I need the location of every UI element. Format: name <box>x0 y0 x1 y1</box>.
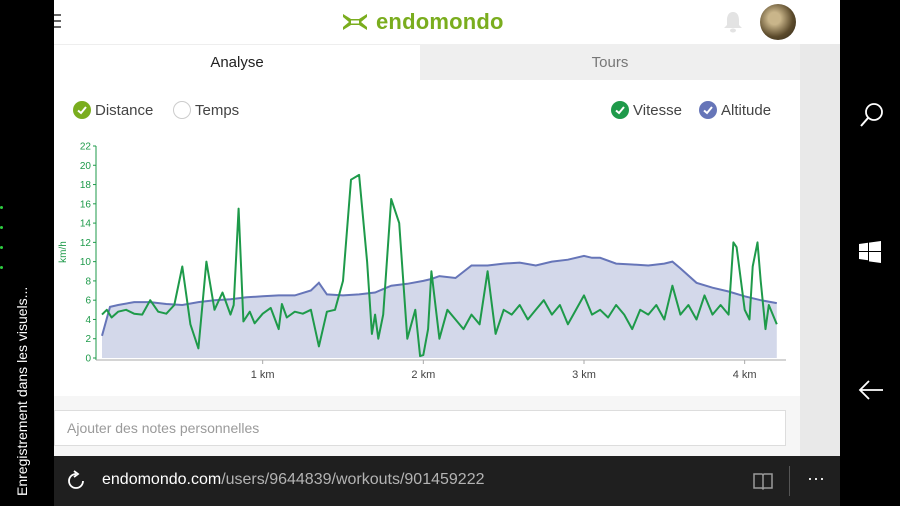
y-tick-label: 20 <box>80 161 92 172</box>
avatar[interactable] <box>760 4 796 40</box>
system-nav-strip <box>840 0 900 506</box>
x-tick-label: 3 km <box>572 369 596 381</box>
y-tick-label: 10 <box>80 257 92 268</box>
recording-status-text: Enregistrement dans les visuels... <box>14 286 30 496</box>
menu-icon[interactable] <box>54 14 64 30</box>
y-tick-label: 14 <box>80 219 92 230</box>
altitude-toggle[interactable]: Altitude <box>699 99 771 121</box>
altitude-line <box>101 254 777 337</box>
right-gutter <box>800 44 840 456</box>
unchecked-icon <box>173 101 191 119</box>
y-tick-label: 12 <box>80 238 92 249</box>
url-domain: endomondo.com <box>102 471 222 488</box>
under-armour-logo-icon <box>343 14 367 30</box>
status-dot <box>0 226 3 229</box>
temps-label: Temps <box>195 101 240 119</box>
status-dot <box>0 266 3 269</box>
altitude-label: Altitude <box>721 101 772 119</box>
y-tick-label: 16 <box>80 199 92 210</box>
checked-icon <box>73 101 91 119</box>
vitesse-label: Vitesse <box>633 101 682 119</box>
url-field[interactable]: endomondo.com/users/9644839/workouts/901… <box>102 471 485 489</box>
distance-toggle[interactable]: Distance <box>73 99 153 121</box>
y-tick-label: 6 <box>85 296 91 307</box>
more-button[interactable]: ··· <box>807 468 825 488</box>
status-dot <box>0 206 3 209</box>
altitude-area <box>102 255 777 358</box>
refresh-icon[interactable] <box>64 469 88 493</box>
windows-start-icon[interactable] <box>858 240 882 264</box>
y-axis-label: km/h <box>58 241 69 263</box>
app-header: endomondo <box>54 0 840 44</box>
y-tick-label: 0 <box>85 354 91 365</box>
tab-analyse[interactable]: Analyse <box>54 44 420 80</box>
bell-icon[interactable] <box>722 10 744 34</box>
search-icon[interactable] <box>858 101 886 129</box>
checked-icon <box>699 101 717 119</box>
temps-toggle[interactable]: Temps <box>173 99 239 121</box>
app-window: endomondo Analyse Tours Distance Te <box>54 0 840 456</box>
recording-status-strip: Enregistrement dans les visuels... <box>0 0 54 506</box>
x-tick-label: 1 km <box>251 369 275 381</box>
url-path: /users/9644839/workouts/901459222 <box>221 471 485 488</box>
back-arrow-icon[interactable] <box>857 378 885 402</box>
y-tick-label: 22 <box>80 142 92 153</box>
tab-bar: Analyse Tours <box>54 44 800 80</box>
logo[interactable]: endomondo <box>340 8 504 36</box>
browser-address-bar: endomondo.com/users/9644839/workouts/901… <box>54 456 840 506</box>
notes-input[interactable] <box>55 411 785 445</box>
y-tick-label: 8 <box>85 276 91 287</box>
y-tick-label: 18 <box>80 180 92 191</box>
status-dot <box>0 246 3 249</box>
checked-icon <box>611 101 629 119</box>
reading-view-icon[interactable] <box>752 471 774 491</box>
tab-tours[interactable]: Tours <box>420 44 800 80</box>
y-tick-label: 4 <box>85 315 91 326</box>
speed-altitude-chart: 0 2 4 6 8 10 12 14 16 18 20 22 km/h 1 km 2 km 3 km 4 km <box>58 142 786 381</box>
y-tick-label: 2 <box>85 334 91 345</box>
divider <box>789 466 790 496</box>
x-tick-label: 2 km <box>411 369 435 381</box>
notes-field[interactable] <box>54 410 786 446</box>
logo-text: endomondo <box>376 9 504 34</box>
vitesse-toggle[interactable]: Vitesse <box>611 99 682 121</box>
x-tick-label: 4 km <box>733 369 757 381</box>
distance-label: Distance <box>95 101 154 119</box>
speed-line <box>101 173 778 358</box>
analysis-panel: Distance Temps Vitesse Altitude 0 2 4 6 8 10 1… <box>54 80 800 396</box>
